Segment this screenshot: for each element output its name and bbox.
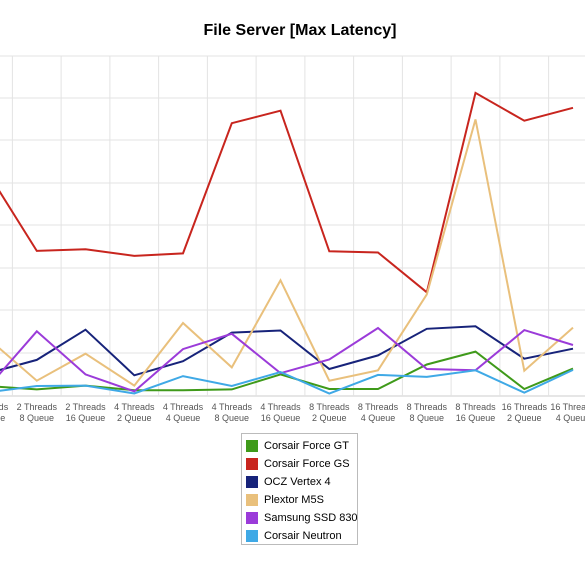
legend-item-corsair-force-gs: Corsair Force GS <box>246 455 353 473</box>
legend-label: Corsair Neutron <box>264 530 342 542</box>
legend-swatch <box>246 512 258 524</box>
legend-swatch <box>246 476 258 488</box>
legend-item-samsung-ssd-830: Samsung SSD 830 <box>246 509 358 527</box>
legend-label: Samsung SSD 830 <box>264 512 358 524</box>
legend-swatch <box>246 440 258 452</box>
x-tick-label: 8 Threads 4 Queue <box>358 402 399 423</box>
series-line-plextor-m5s <box>0 119 574 387</box>
x-tick-label: 4 Threads 16 Queue <box>260 402 301 423</box>
chart-legend: Corsair Force GT Corsair Force GS OCZ Ve… <box>241 433 358 545</box>
legend-label: Corsair Force GT <box>264 440 349 452</box>
x-tick-label: 2 Threads 16 Queue <box>65 402 106 423</box>
chart-grid <box>0 55 585 397</box>
legend-item-corsair-force-gt: Corsair Force GT <box>246 437 353 455</box>
legend-item-corsair-neutron: Corsair Neutron <box>246 527 353 545</box>
legend-item-ocz-vertex-4: OCZ Vertex 4 <box>246 473 353 491</box>
x-tick-label: 8 Threads 2 Queue <box>309 402 350 423</box>
x-tick-label: 4 Threads 2 Queue <box>114 402 155 423</box>
legend-swatch <box>246 530 258 542</box>
legend-swatch <box>246 458 258 470</box>
series-line-samsung-ssd-830 <box>0 326 574 393</box>
legend-item-plextor-m5s: Plextor M5S <box>246 491 353 509</box>
x-tick-label: 2 Threads 8 Queue <box>17 402 58 423</box>
legend-label: Corsair Force GS <box>264 458 350 470</box>
series-line-ocz-vertex-4 <box>0 325 574 377</box>
chart-series <box>0 91 574 395</box>
x-tick-label: 4 Threads 8 Queue <box>212 402 253 423</box>
series-line-corsair-force-gs <box>0 91 574 295</box>
legend-swatch <box>246 494 258 506</box>
chart-title: File Server [Max Latency] <box>204 22 397 39</box>
x-tick-label: 8 Threads 16 Queue <box>455 402 496 423</box>
x-tick-label: 8 Threads 8 Queue <box>407 402 448 423</box>
series-line-corsair-neutron <box>0 368 574 395</box>
legend-label: OCZ Vertex 4 <box>264 476 331 488</box>
legend-label: Plextor M5S <box>264 494 324 506</box>
x-tick-label: 16 Threads 2 Queue <box>502 402 548 423</box>
x-tick-label: 4 Threads 4 Queue <box>163 402 204 423</box>
